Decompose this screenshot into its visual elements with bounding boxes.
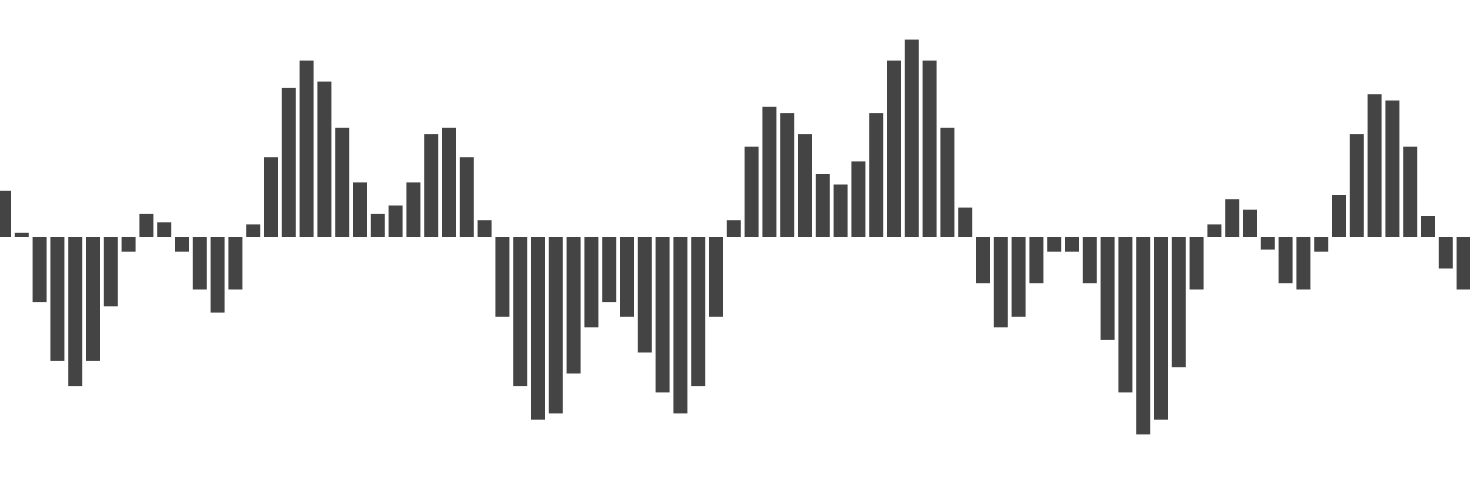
bar-61 (1082, 237, 1097, 284)
bar-64 (1136, 237, 1151, 435)
bar-23 (406, 182, 421, 237)
bar-4 (68, 237, 83, 387)
bar-41 (726, 220, 741, 237)
bar-65 (1154, 237, 1168, 420)
bar-39 (691, 237, 706, 387)
bar-29 (513, 237, 528, 387)
bar-3 (50, 237, 65, 361)
bar-40 (709, 237, 723, 317)
bar-51 (904, 39, 919, 237)
bar-81 (1438, 237, 1453, 269)
bar-52 (922, 60, 937, 237)
bar-49 (869, 113, 884, 237)
bar-44 (780, 113, 795, 237)
bar-34 (602, 237, 617, 303)
bar-78 (1385, 100, 1400, 237)
bar-47 (833, 184, 848, 237)
bar-62 (1100, 237, 1115, 340)
bar-9 (157, 222, 172, 237)
bar-69 (1225, 199, 1240, 237)
bar-31 (548, 237, 563, 414)
bar-22 (388, 205, 403, 237)
bar-0 (0, 190, 11, 237)
bar-17 (299, 60, 314, 237)
bar-82 (1456, 237, 1470, 290)
bar-6 (103, 237, 118, 307)
bar-79 (1403, 146, 1418, 237)
bar-38 (673, 237, 688, 414)
bar-66 (1171, 237, 1186, 368)
bar-53 (940, 127, 955, 237)
bar-57 (1011, 237, 1026, 317)
bar-50 (887, 60, 901, 237)
bar-32 (566, 237, 581, 374)
bar-36 (637, 237, 652, 353)
bar-71 (1260, 237, 1275, 250)
bar-67 (1189, 237, 1204, 290)
bar-73 (1296, 237, 1311, 290)
bar-56 (993, 237, 1008, 328)
bar-54 (958, 207, 973, 237)
bar-25 (442, 127, 456, 237)
bar-35 (620, 237, 634, 317)
bar-2 (32, 237, 47, 303)
bar-11 (192, 237, 207, 290)
bar-43 (762, 106, 777, 237)
bar-14 (246, 224, 261, 237)
bar-63 (1118, 237, 1133, 393)
bar-55 (976, 237, 990, 284)
bar-24 (424, 134, 439, 237)
bar-37 (655, 237, 670, 393)
bar-12 (210, 237, 225, 313)
bar-8 (139, 213, 154, 237)
bar-72 (1278, 237, 1293, 284)
bar-series (0, 39, 1470, 435)
bar-19 (335, 127, 350, 237)
bar-76 (1349, 134, 1364, 237)
bar-20 (353, 182, 367, 237)
bar-68 (1207, 224, 1222, 237)
bar-58 (1029, 237, 1044, 284)
bar-30 (531, 237, 545, 420)
bar-1 (14, 232, 29, 237)
bar-77 (1367, 94, 1382, 237)
bar-21 (370, 213, 385, 237)
bar-7 (121, 237, 136, 252)
bar-59 (1047, 237, 1062, 252)
bar-26 (459, 157, 474, 237)
bar-70 (1243, 209, 1257, 237)
bar-27 (477, 220, 492, 237)
bar-13 (228, 237, 243, 290)
bar-48 (851, 161, 866, 237)
bar-75 (1332, 195, 1346, 237)
bar-46 (815, 174, 830, 237)
bar-74 (1314, 237, 1329, 252)
bar-5 (86, 237, 100, 361)
bar-16 (281, 87, 296, 238)
bar-45 (798, 134, 812, 237)
bar-42 (744, 146, 759, 237)
bar-28 (495, 237, 510, 317)
bar-80 (1421, 216, 1435, 237)
bar-15 (264, 157, 278, 237)
bar-18 (317, 81, 332, 237)
bar-60 (1065, 237, 1079, 252)
bar-33 (584, 237, 599, 328)
bar-10 (175, 237, 189, 252)
